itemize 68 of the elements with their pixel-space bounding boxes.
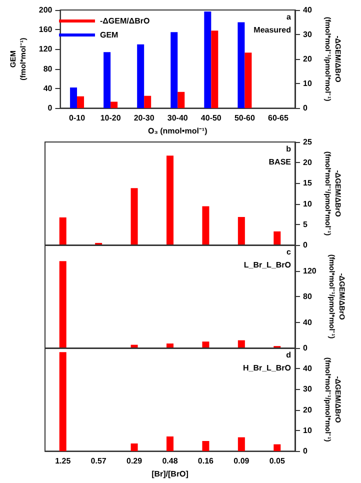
bar xyxy=(144,96,152,108)
x-tick-label: 30-40 xyxy=(167,114,188,123)
bar xyxy=(202,440,210,452)
bar xyxy=(59,352,66,452)
y-tick-label: 10 xyxy=(303,199,312,208)
y-tick-label: 20 xyxy=(303,158,312,168)
annotation: BASE xyxy=(268,158,292,166)
y-tick-label: 80 xyxy=(43,64,53,74)
x-tick-label: 60-65 xyxy=(268,114,290,123)
bar xyxy=(59,217,66,245)
y-tick-label: 5 xyxy=(303,220,308,229)
y-tick-label: 10 xyxy=(303,426,312,435)
y-tick-label: 20 xyxy=(303,405,312,414)
bar xyxy=(166,156,174,245)
bar xyxy=(137,44,144,108)
y-tick-label: 0 xyxy=(48,104,53,113)
bar xyxy=(238,216,245,245)
x-tick-label: 1.25 xyxy=(55,456,72,466)
bar xyxy=(238,437,245,452)
x-tick-label: 10-20 xyxy=(100,114,122,123)
x-axis-title: [Br]/[BrO] xyxy=(152,470,189,478)
y-tick-label: 200 xyxy=(38,6,53,14)
y-tick-label: 40 xyxy=(303,318,312,327)
bar xyxy=(170,32,178,108)
bar xyxy=(110,102,118,108)
x-tick-label: 0.29 xyxy=(126,456,143,466)
x-tick-label: 0.48 xyxy=(162,456,178,466)
y-tick-label: 0 xyxy=(303,446,308,456)
x-axis-title: O₃ (nmol•mol⁻¹) xyxy=(148,126,208,136)
y-tick-label: 0 xyxy=(303,240,308,250)
x-tick-label: 0.09 xyxy=(234,456,250,466)
x-tick-label: 40-50 xyxy=(200,114,222,123)
y-tick-label: 120 xyxy=(38,44,53,54)
y-tick-label: 40 xyxy=(303,364,312,374)
bar xyxy=(274,231,281,245)
annotation: a xyxy=(286,12,292,22)
bar xyxy=(104,52,111,108)
y-tick-label: 120 xyxy=(303,266,317,276)
legend-label: -ΔGEM/ΔBrO xyxy=(100,16,150,26)
x-tick-label: 0-10 xyxy=(69,114,86,123)
x-tick-label: 0.57 xyxy=(90,456,107,466)
annotation: d xyxy=(286,350,292,360)
annotation: b xyxy=(286,144,292,154)
annotation: H_Br_L_BrO xyxy=(242,364,291,372)
y-tick-label: 80 xyxy=(303,292,312,301)
annotation: L_Br_L_BrO xyxy=(244,260,291,270)
bar xyxy=(130,443,138,452)
bar xyxy=(238,340,245,348)
annotation: Measured xyxy=(254,26,292,34)
x-tick-label: 0.16 xyxy=(198,456,214,466)
bar xyxy=(130,188,138,245)
bar xyxy=(166,436,174,452)
x-tick-label: 20-30 xyxy=(134,114,155,123)
annotation: c xyxy=(286,248,292,256)
y-tick-label: 160 xyxy=(38,25,53,34)
y-tick-label: 40 xyxy=(43,84,53,93)
legend-label: GEM xyxy=(100,30,119,40)
bar xyxy=(202,342,210,348)
bar xyxy=(274,444,281,452)
x-tick-label: 0.05 xyxy=(269,456,286,466)
bar xyxy=(59,261,66,348)
x-tick-label: 50-60 xyxy=(234,114,256,123)
y-tick-label: 0 xyxy=(303,344,308,352)
y-tick-label: 30 xyxy=(303,384,312,394)
bar xyxy=(178,92,185,108)
y-tick-label: 25 xyxy=(303,138,312,146)
bar xyxy=(202,206,210,245)
y-tick-label: 15 xyxy=(303,178,312,188)
